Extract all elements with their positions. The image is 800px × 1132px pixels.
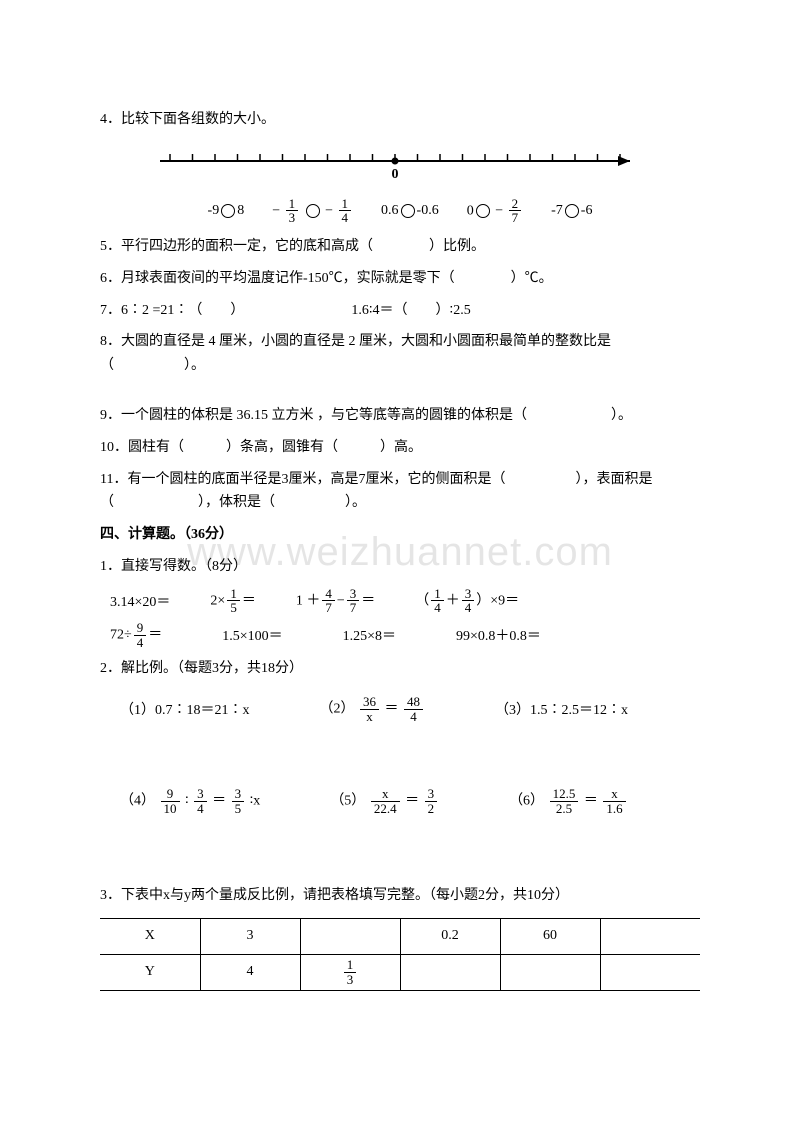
q11: 11．有一个圆柱的底面半径是3厘米，高是7厘米，它的侧面积是（ ），表面积是（ … [100, 468, 700, 516]
cmp-1: -98 [208, 203, 245, 219]
xy-table: X 3 0.2 60 Y 4 13 [100, 918, 700, 991]
q8: 8．大圆的直径是 4 厘米，小圆的直径是 2 厘米，大圆和小圆面积最简单的整数比… [100, 330, 700, 378]
comparison-row: -98 − 13 − 14 0.6-0.6 0 − 27 -7-6 [100, 197, 700, 225]
p2-title: 2．解比例。（每题3分，共18分） [100, 657, 700, 681]
section-4-title: 四、计算题。（36分） [100, 523, 700, 547]
p1-row2: 72÷94＝ 1.5×100＝ 1.25×8＝ 99×0.8＋0.8＝ [110, 621, 700, 649]
zero-label: 0 [392, 167, 399, 182]
q9: 9．一个圆柱的体积是 36.15 立方米 ，与它等底等高的圆锥的体积是（ ）。 [100, 404, 700, 428]
table-row: X 3 0.2 60 [100, 918, 700, 954]
cmp-5: -7-6 [551, 203, 592, 219]
p2-row2: （4） 910 ∶ 34 ＝ 35 ∶x （5） x22.4 ＝ 32 （6） … [120, 787, 700, 815]
p2-row1: （1）0.7∶18＝21∶x （2） 36x ＝ 484 （3）1.5∶2.5＝… [120, 695, 700, 723]
cmp-3: 0.6-0.6 [381, 203, 439, 219]
p1-title: 1．直接写得数。（8分） [100, 555, 700, 579]
q4-text: 4．比较下面各组数的大小。 [100, 108, 700, 132]
p1-row1: 3.14×20＝ 2×15＝ 1 ＋47−37＝ （14＋34）×9＝ [110, 587, 700, 615]
table-row: Y 4 13 [100, 954, 700, 990]
cmp-2: − 13 − 14 [272, 197, 353, 225]
q10: 10．圆柱有（ ）条高，圆锥有（ ）高。 [100, 436, 700, 460]
number-line: 0 [100, 146, 700, 191]
p3-title: 3．下表中x与y两个量成反比例，请把表格填写完整。（每小题2分，共10分） [100, 884, 700, 908]
cmp-4: 0 − 27 [467, 197, 523, 225]
q5: 5．平行四边形的面积一定，它的底和高成（ ）比例。 [100, 235, 700, 259]
q6: 6．月球表面夜间的平均温度记作-150℃，实际就是零下（ ）℃。 [100, 267, 700, 291]
q7: 7．6∶2 =21∶（ ） 1.6∶4＝（ ）∶2.5 [100, 299, 700, 323]
